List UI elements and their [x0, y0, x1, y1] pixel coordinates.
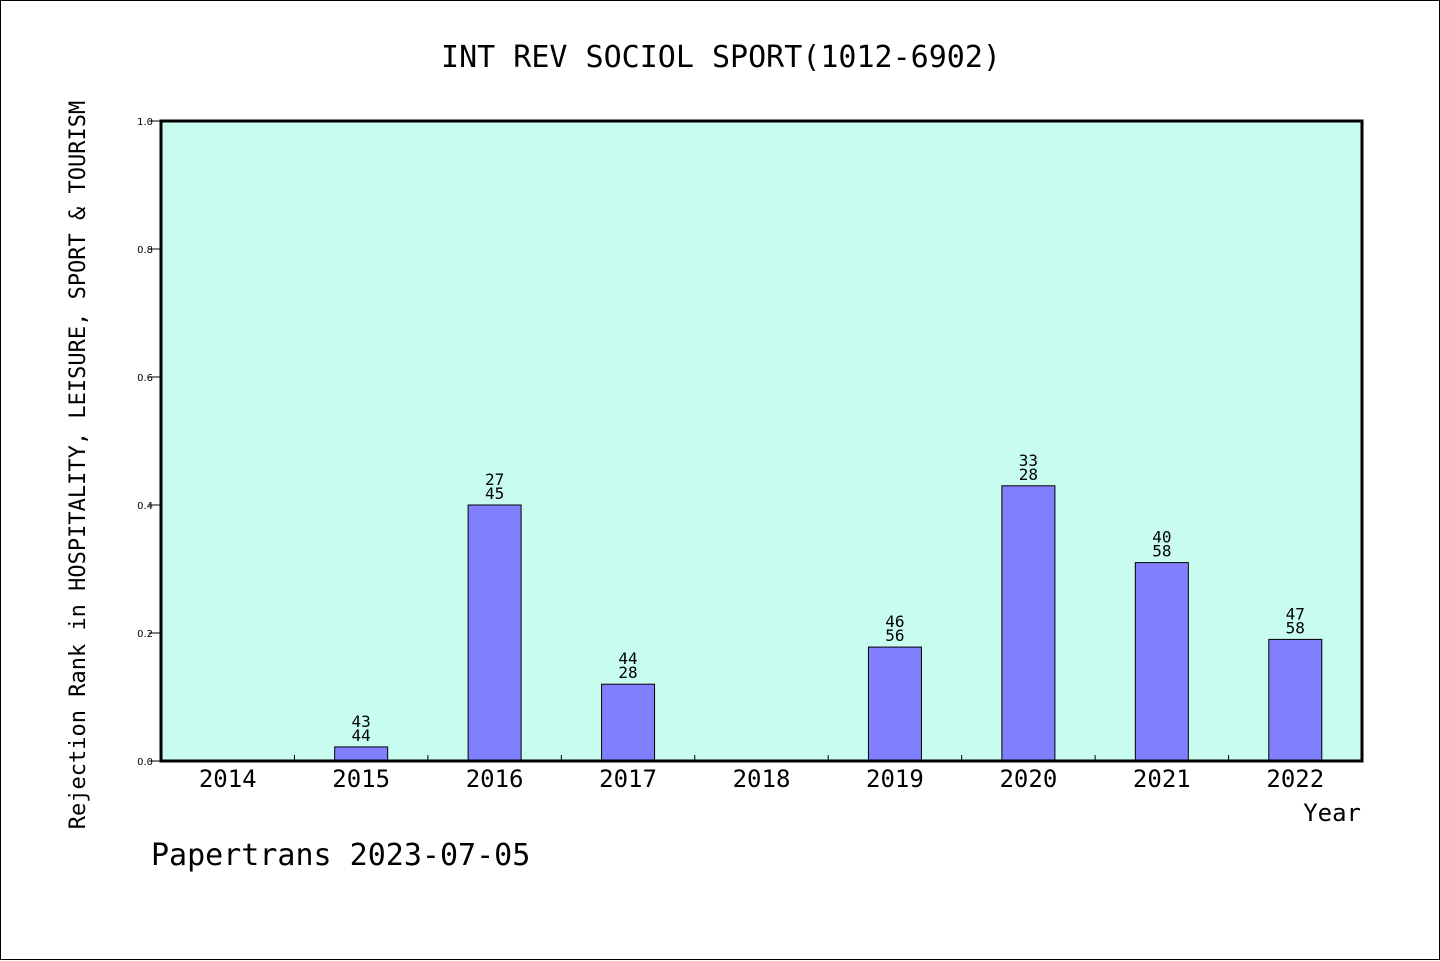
bar-2022 [1268, 638, 1323, 762]
x-tick-label: 2014 [199, 765, 257, 793]
bar-label-bottom: 56 [885, 626, 904, 645]
y-axis-ticks: 0.0 0.2 0.4 0.6 0.8 1.0 [137, 117, 161, 768]
bar-label-bottom: 45 [485, 484, 504, 503]
bar-label-top: 33 [1019, 451, 1038, 470]
x-tick-label: 2021 [1133, 765, 1191, 793]
bar-label-top: 47 [1286, 604, 1305, 623]
bars-layer [334, 485, 1323, 762]
plot-border [159, 119, 1364, 763]
bar-label-top: 43 [352, 712, 371, 731]
x-tick-label: 2020 [999, 765, 1057, 793]
x-tick-label: 2019 [866, 765, 924, 793]
x-tick-label: 2022 [1266, 765, 1324, 793]
bar-label-top: 27 [485, 470, 504, 489]
y-tick-label: 0.0 [137, 757, 153, 768]
x-tick-label: 2016 [466, 765, 524, 793]
bar-label-top: 44 [618, 649, 637, 668]
x-axis-label: Year [1303, 799, 1361, 827]
bar-label-bottom: 58 [1152, 542, 1171, 561]
bar-label-top: 40 [1152, 528, 1171, 547]
y-axis-label: Rejection Rank in HOSPITALITY, LEISURE, … [66, 101, 91, 829]
bar-2016 [467, 504, 522, 762]
bar-label-bottom: 58 [1286, 618, 1305, 637]
bar-label-bottom: 44 [352, 726, 371, 745]
footer-text: Papertrans 2023-07-05 [151, 838, 530, 873]
x-tick-label: 2015 [332, 765, 390, 793]
bar-2020 [1001, 485, 1056, 762]
chart-title: INT REV SOCIOL SPORT(1012-6902) [441, 40, 1001, 75]
x-tick-label: 2018 [733, 765, 791, 793]
bar-label-bottom: 28 [1019, 465, 1038, 484]
bar-label-bottom: 28 [618, 663, 637, 682]
y-tick-label: 0.6 [137, 373, 153, 384]
y-tick-label: 0.4 [137, 501, 153, 512]
bar-2019 [867, 646, 922, 762]
x-tick-label: 2017 [599, 765, 657, 793]
y-tick-label: 0.2 [137, 629, 153, 640]
x-axis-ticks: 2014 2015 2016 2017 2018 2019 2020 2021 2022 [199, 755, 1324, 793]
bar-2017 [601, 683, 656, 762]
y-tick-label: 0.8 [137, 245, 153, 256]
y-tick-label: 1.0 [137, 117, 153, 128]
bar-label-top: 46 [885, 612, 904, 631]
bar-2021 [1134, 562, 1189, 762]
bar-2015 [334, 746, 389, 762]
